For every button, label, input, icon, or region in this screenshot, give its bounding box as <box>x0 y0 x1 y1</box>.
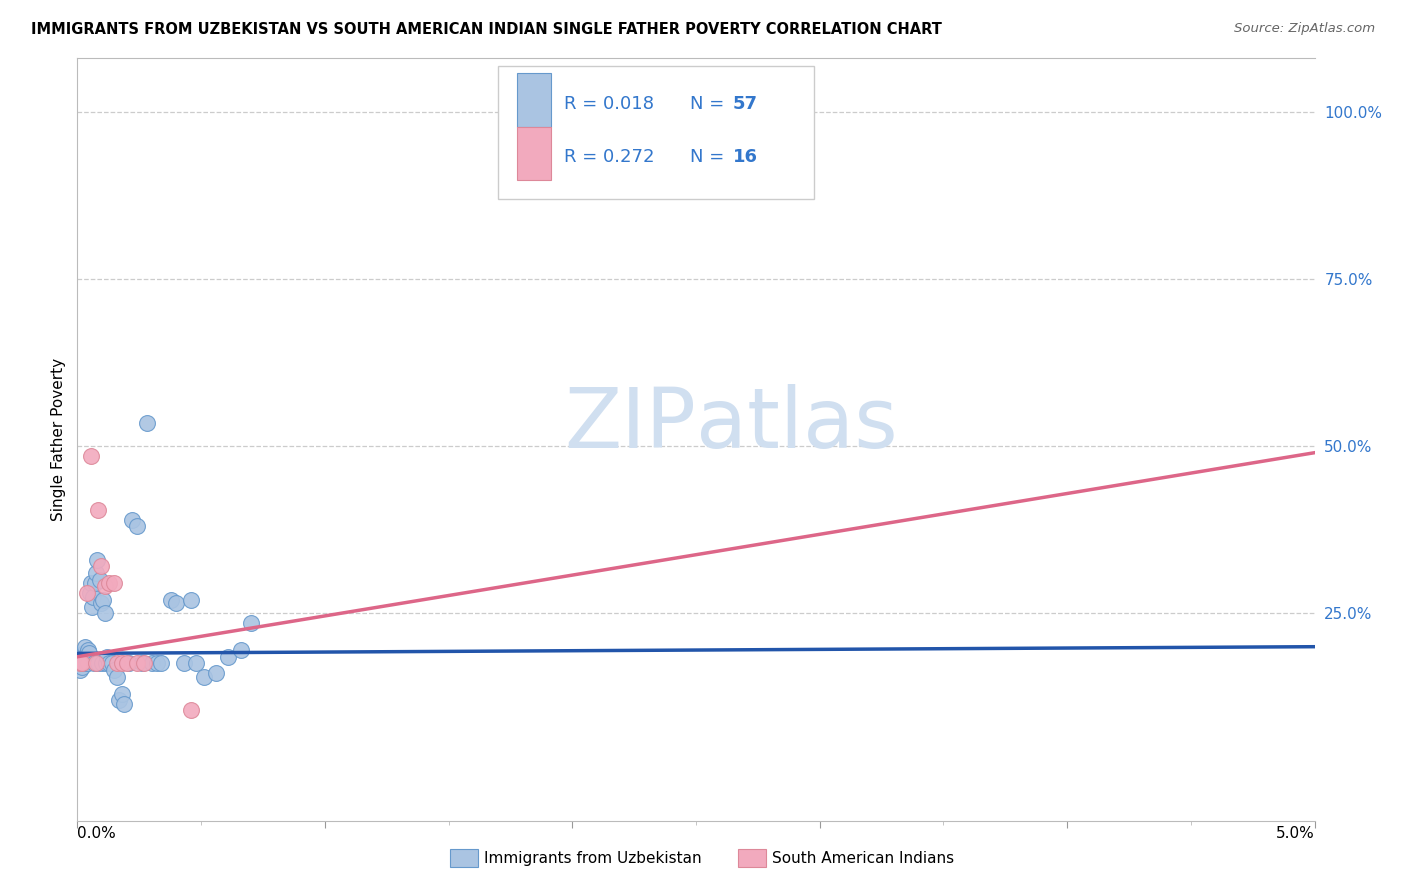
Point <box>67 657 90 671</box>
Point <box>105 670 128 684</box>
Point <box>94 657 117 671</box>
Point <box>118 657 141 671</box>
Point <box>87 657 110 671</box>
Point <box>115 657 138 671</box>
Point <box>76 646 98 660</box>
Point <box>173 657 195 671</box>
Point <box>105 657 128 671</box>
Point <box>134 657 156 671</box>
Point <box>77 646 100 660</box>
Point <box>89 573 111 587</box>
Point <box>103 576 125 591</box>
Text: 16: 16 <box>733 148 758 166</box>
Point <box>160 592 183 607</box>
FancyBboxPatch shape <box>498 66 814 199</box>
Point <box>91 592 114 607</box>
Point <box>101 657 124 671</box>
Point <box>86 552 108 567</box>
FancyBboxPatch shape <box>516 127 551 180</box>
Point <box>165 596 187 610</box>
Point <box>93 607 115 621</box>
Text: N =: N = <box>690 95 724 112</box>
Point <box>90 596 112 610</box>
Point <box>70 660 93 674</box>
Point <box>121 512 143 526</box>
Point <box>80 449 103 463</box>
Text: 0.0%: 0.0% <box>77 826 117 841</box>
Point <box>76 653 98 667</box>
Text: R = 0.018: R = 0.018 <box>564 95 654 112</box>
Text: Source: ZipAtlas.com: Source: ZipAtlas.com <box>1234 22 1375 36</box>
Point <box>193 670 215 684</box>
Text: South American Indians: South American Indians <box>772 851 955 865</box>
Point <box>73 640 96 654</box>
Point <box>69 657 91 671</box>
Point <box>83 657 105 671</box>
Point <box>131 657 153 671</box>
Point <box>229 643 252 657</box>
Point <box>103 663 125 677</box>
Point <box>84 566 107 581</box>
Text: 57: 57 <box>733 95 758 112</box>
Text: Immigrants from Uzbekistan: Immigrants from Uzbekistan <box>484 851 702 865</box>
Point <box>76 586 98 600</box>
Point <box>184 657 207 671</box>
Text: R = 0.272: R = 0.272 <box>564 148 654 166</box>
Point <box>70 657 93 671</box>
Text: N =: N = <box>690 148 724 166</box>
Point <box>73 657 96 671</box>
Point <box>91 657 114 671</box>
Point <box>180 592 202 607</box>
Point <box>125 519 148 533</box>
Point <box>96 649 118 664</box>
Point <box>69 653 91 667</box>
Point <box>82 590 104 604</box>
Point <box>84 657 107 671</box>
Point <box>69 663 91 677</box>
Point <box>82 599 104 614</box>
Text: atlas: atlas <box>696 384 897 465</box>
Point <box>98 576 121 591</box>
Point <box>98 657 121 671</box>
Text: ZIP: ZIP <box>564 384 696 465</box>
Point <box>83 576 105 591</box>
Point <box>75 657 97 671</box>
Point <box>111 687 134 701</box>
Y-axis label: Single Father Poverty: Single Father Poverty <box>51 358 66 521</box>
Point <box>217 649 239 664</box>
Point <box>145 657 167 671</box>
Point <box>76 643 98 657</box>
Point <box>125 657 148 671</box>
Point <box>150 657 173 671</box>
Point <box>135 416 157 430</box>
Text: 5.0%: 5.0% <box>1275 826 1315 841</box>
Point <box>93 580 115 594</box>
Point <box>141 657 163 671</box>
Point <box>112 697 135 711</box>
Point <box>111 657 134 671</box>
Text: IMMIGRANTS FROM UZBEKISTAN VS SOUTH AMERICAN INDIAN SINGLE FATHER POVERTY CORREL: IMMIGRANTS FROM UZBEKISTAN VS SOUTH AMER… <box>31 22 942 37</box>
Point <box>87 502 110 516</box>
Point <box>77 657 100 671</box>
Point <box>79 586 101 600</box>
Point <box>80 576 103 591</box>
Point <box>239 616 262 631</box>
Point <box>75 649 97 664</box>
Point <box>72 657 94 671</box>
Point <box>72 657 94 671</box>
Point <box>108 693 131 707</box>
FancyBboxPatch shape <box>516 73 551 127</box>
Point <box>72 646 94 660</box>
Point <box>205 666 228 681</box>
Point <box>180 703 202 717</box>
Point <box>90 559 112 574</box>
